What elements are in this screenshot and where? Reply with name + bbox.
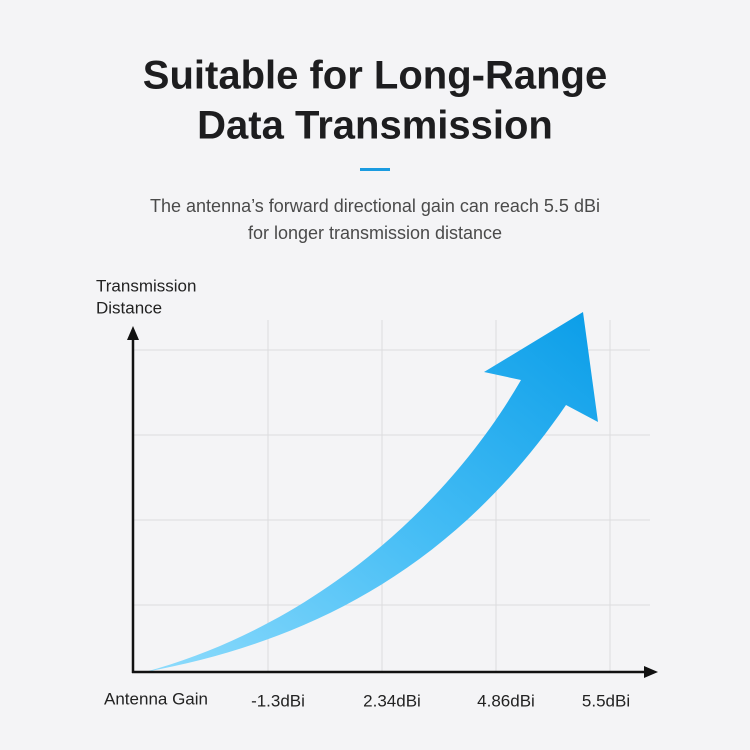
title-line: Suitable for Long-Range [143,54,607,98]
x-tick-label: 2.34dBi [363,691,421,710]
grid [133,320,650,672]
subtitle-line: The antenna’s forward directional gain c… [150,196,600,216]
x-tick-label: 4.86dBi [477,691,535,710]
x-axis-arrowhead [644,666,658,678]
divider [360,168,390,171]
x-tick-label: -1.3dBi [251,691,305,710]
y-axis-arrowhead [127,326,139,340]
y-axis-label: Transmission [96,276,196,295]
title-line: Data Transmission [197,104,553,148]
x-tick-label: 5.5dBi [582,691,630,710]
growth-arrow [145,312,598,672]
x-axis-label: Antenna Gain [104,689,208,708]
y-axis-label: Distance [96,298,162,317]
subtitle-line: for longer transmission distance [248,223,502,243]
